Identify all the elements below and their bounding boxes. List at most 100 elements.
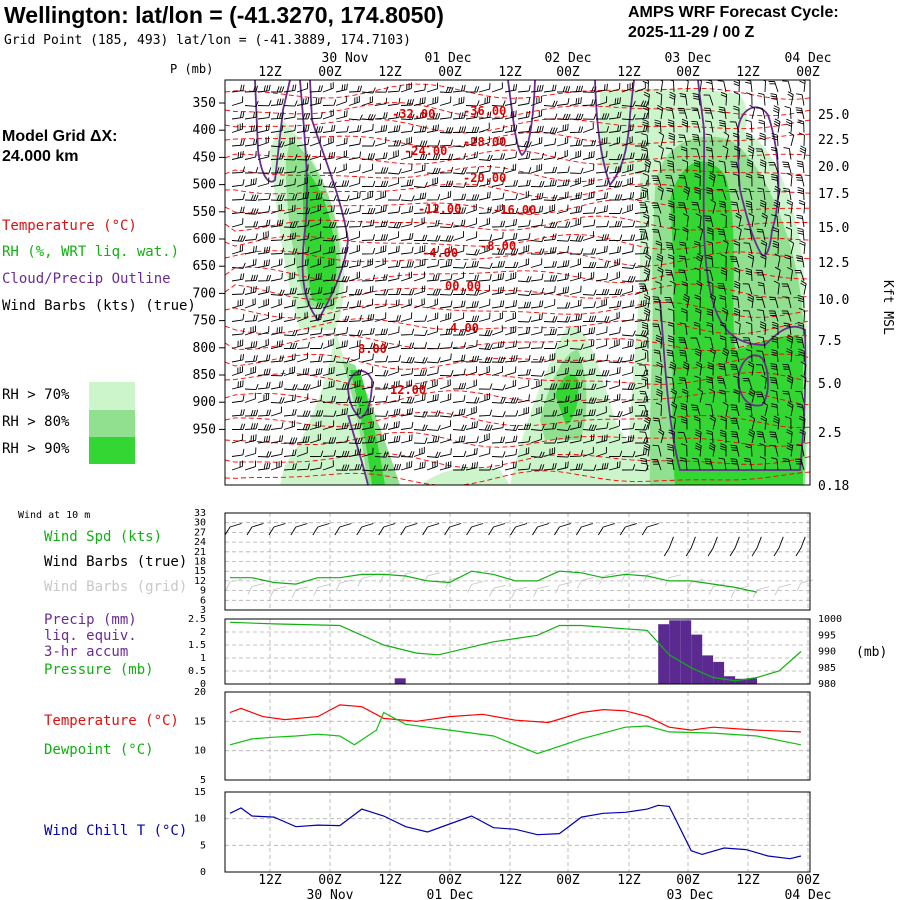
wind-barb bbox=[800, 374, 807, 390]
wind-barb bbox=[682, 388, 689, 403]
wind-barb bbox=[283, 287, 297, 295]
wind-barb bbox=[770, 173, 779, 187]
wind-barb bbox=[413, 424, 428, 431]
wind-barb bbox=[756, 350, 766, 363]
wind-barb bbox=[322, 109, 334, 120]
temperature-tick: 10 bbox=[194, 746, 206, 757]
wind-barb bbox=[693, 321, 701, 336]
wind-barb bbox=[569, 343, 584, 350]
wind-barb bbox=[640, 241, 649, 255]
precip-bar bbox=[735, 678, 747, 684]
wind-barb bbox=[639, 228, 649, 241]
wind-barb bbox=[718, 160, 727, 174]
wind-barb bbox=[695, 213, 702, 228]
wind-barb bbox=[642, 119, 649, 133]
wind-barb bbox=[682, 361, 690, 376]
wind-barb bbox=[706, 322, 714, 336]
wind-barb bbox=[517, 447, 530, 457]
wind-barb bbox=[478, 383, 493, 390]
wind-barb bbox=[621, 285, 634, 295]
wind-barb bbox=[707, 362, 714, 376]
wind-barb bbox=[374, 152, 388, 160]
wind-barb bbox=[361, 180, 376, 188]
height-tick: 12.5 bbox=[818, 256, 849, 271]
wind-barb bbox=[257, 451, 272, 458]
wind-barb bbox=[621, 220, 636, 228]
wind-barb bbox=[491, 312, 504, 322]
wind-barb bbox=[335, 83, 348, 93]
wind-barb bbox=[517, 406, 530, 417]
wind-barb bbox=[530, 273, 544, 282]
wind-barb bbox=[283, 299, 296, 309]
isotherm bbox=[225, 215, 810, 232]
wind-barb bbox=[760, 375, 767, 390]
wind-barb bbox=[733, 389, 740, 403]
wind-barb bbox=[413, 461, 426, 471]
wind-barb bbox=[530, 258, 543, 268]
wind-barb bbox=[696, 253, 704, 268]
wind-barb bbox=[582, 353, 595, 363]
wind-barb bbox=[270, 124, 284, 133]
wind-barb bbox=[759, 321, 767, 336]
wind-barb bbox=[335, 340, 348, 349]
grid-point-label: Grid Point (185, 493) lat/lon = (-41.388… bbox=[4, 33, 411, 48]
wind-barb bbox=[621, 330, 636, 337]
wind-barb bbox=[283, 271, 296, 282]
wind-barb bbox=[621, 339, 634, 349]
wind-barb bbox=[771, 133, 779, 147]
wind-barb bbox=[681, 308, 688, 322]
wind-barb bbox=[717, 80, 727, 93]
wind-barb bbox=[530, 341, 544, 349]
isotherm bbox=[225, 470, 810, 485]
wind-barb bbox=[348, 288, 363, 296]
wind10-label: Wind at 10 m bbox=[18, 510, 91, 521]
wind-barb bbox=[426, 259, 440, 268]
wind-barb-grid bbox=[269, 586, 287, 598]
wind-barb bbox=[504, 218, 518, 228]
wind-barb bbox=[731, 295, 740, 309]
wind-barb-grid bbox=[533, 585, 550, 598]
wind-barb-true bbox=[422, 523, 440, 536]
wind-barb bbox=[670, 415, 677, 430]
wind-barb bbox=[283, 420, 296, 430]
wind-barb bbox=[361, 219, 375, 228]
wind-barb bbox=[439, 166, 454, 174]
wind-barb bbox=[387, 139, 402, 147]
wind-barb bbox=[335, 180, 350, 187]
wind-barb-true bbox=[444, 523, 462, 536]
pressure-axis-label: P (mb) bbox=[170, 62, 213, 76]
wind-barb bbox=[634, 179, 648, 187]
wind-barb bbox=[734, 321, 741, 336]
wind-barb bbox=[361, 207, 376, 215]
wind-barb-true bbox=[773, 536, 784, 557]
wind-barb bbox=[478, 206, 492, 214]
isotherm-label: -4.00 bbox=[422, 246, 458, 260]
wind-barb bbox=[452, 424, 467, 431]
wind-barb bbox=[556, 113, 571, 121]
wind-barb bbox=[491, 451, 506, 458]
wind-barb bbox=[543, 422, 557, 430]
wind-barb bbox=[720, 415, 727, 430]
wind-barb bbox=[758, 119, 766, 133]
isotherm bbox=[225, 199, 810, 215]
wind-barb bbox=[681, 159, 689, 174]
wind-barb bbox=[569, 126, 584, 133]
wind-barb bbox=[666, 376, 675, 390]
wind-barb bbox=[797, 321, 805, 336]
wind-barb bbox=[296, 246, 310, 255]
wind-barb bbox=[413, 329, 428, 336]
bottom-time-label: 00Z bbox=[676, 873, 700, 888]
wind-barb bbox=[439, 353, 452, 363]
wind-barb bbox=[795, 336, 805, 349]
top-date-label: 02 Dec bbox=[545, 51, 592, 66]
wind-barb bbox=[296, 177, 308, 187]
wind-barb bbox=[670, 388, 677, 403]
wind-barb bbox=[517, 110, 530, 120]
forecast-cycle-value: 2025-11-29 / 00 Z bbox=[628, 24, 755, 41]
wind-barb bbox=[760, 415, 767, 430]
wind-barb bbox=[582, 113, 597, 120]
wind-barb bbox=[504, 193, 518, 201]
wind-barb bbox=[426, 193, 441, 201]
wind-barb bbox=[335, 396, 350, 403]
wind-barb bbox=[439, 448, 452, 457]
